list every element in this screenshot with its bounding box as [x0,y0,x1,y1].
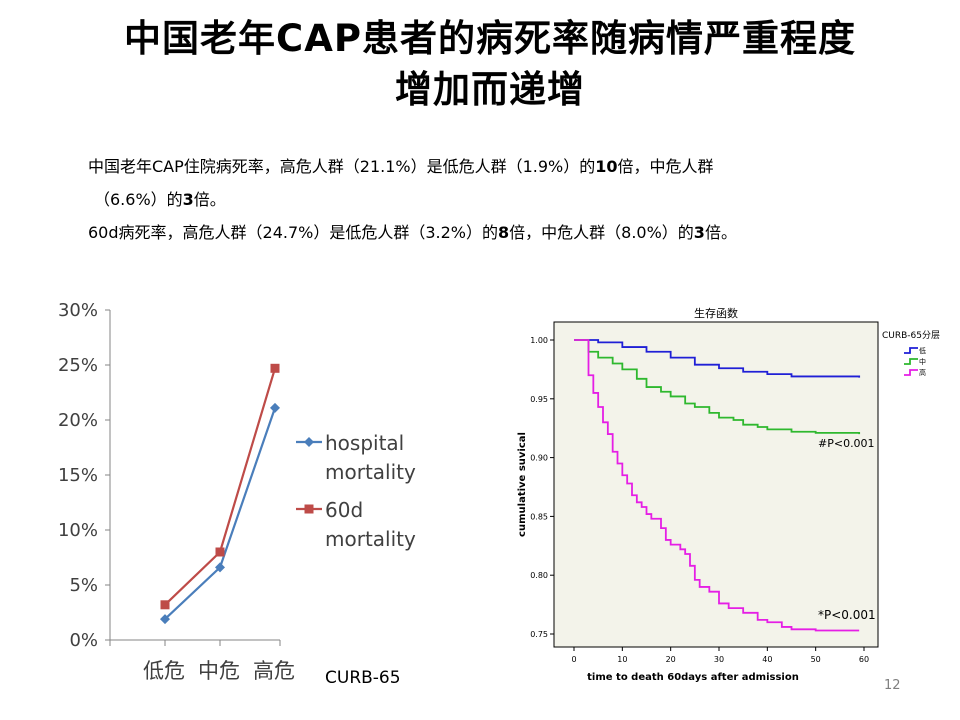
mortality-line-chart: 0% 5% 10% 15% 20% 25% 30% 低危 中危 高危 CURB-65 hospital… [58,300,416,688]
legend-title: CURB-65分层 [882,330,940,341]
legend-line [904,369,918,376]
y-tick-label: 0.95 [530,395,548,404]
survival-curve-high [574,339,860,632]
x-tick-label: 10 [617,655,627,664]
series-line-hospital [164,407,277,620]
annotation-high: *P<0.001 [818,608,876,622]
legend-marker [304,504,314,514]
slide-title-line2: 增加而递增 [395,68,585,111]
y-tick-label: 0.85 [530,512,548,521]
annotation-mid: #P<0.001 [818,437,875,450]
x-tick-label: 50 [811,655,821,664]
x-axis-title: time to death 60days after admission [587,672,799,683]
x-tick-label: 0 [571,655,576,664]
page-number: 12 [884,678,901,693]
y-tick-label: 25% [58,355,98,376]
data-point-marker [215,547,225,557]
y-axis-title: cumulative suvical [517,432,528,537]
x-tick-label: 40 [762,655,772,664]
survival-curve-chart: 生存函数 0.75 0.80 0.85 0.90 0.95 1.00 0 10 20 30 40 50 6… [512,300,952,692]
y-tick-label: 1.00 [530,336,548,345]
y-tick-label: 30% [58,300,98,321]
legend-line [904,347,918,354]
legend-label: 低 [919,346,926,355]
x-tick-label: 60 [859,655,869,664]
plot-area [553,321,879,648]
body-text: 中国老年CAP住院病死率，高危人群（21.1%）是低危人群（1.9%）的10倍，… [88,150,848,249]
x-category-label: 低危 [143,659,185,683]
legend-label: mortality [325,460,416,484]
x-category-label: 中危 [198,659,240,683]
y-tick-label: 0.80 [530,571,548,580]
legend-label: 高 [919,368,926,377]
data-point-marker [160,614,170,625]
y-tick-label: 0.90 [530,454,548,463]
y-tick-label: 15% [58,465,98,486]
y-tick-label: 10% [58,520,98,541]
y-tick-label: 0.75 [530,630,548,639]
x-tick-label: 30 [714,655,724,664]
y-tick-label: 20% [58,410,98,431]
legend-label: hospital [325,431,404,455]
y-tick-label: 5% [69,575,98,596]
paragraph-line-3: 60d病死率，高危人群（24.7%）是低危人群（3.2%）的8倍，中危人群（8.… [88,223,737,242]
data-point-marker [270,402,280,413]
x-tick-label: 20 [666,655,676,664]
legend-label: mortality [325,527,416,551]
paragraph-line-1: 中国老年CAP住院病死率，高危人群（21.1%）是低危人群（1.9%）的10倍，… [88,157,714,176]
chart-title: 生存函数 [694,306,738,320]
paragraph-line-2: （6.6%）的3倍。 [94,190,226,209]
x-axis-title: CURB-65 [325,668,401,688]
legend-label: 60d [325,498,363,522]
data-point-marker [215,562,225,573]
data-point-marker [160,600,170,610]
x-category-label: 高危 [253,659,295,683]
y-tick-label: 0% [69,630,98,651]
slide-title-line1: 中国老年CAP患者的病死率随病情严重程度 [124,17,856,60]
legend-label: 中 [919,357,926,366]
survival-curve-mid [574,339,861,435]
data-point-marker [270,363,280,373]
legend-marker [304,437,314,447]
legend-line [904,358,918,365]
survival-curve-low [574,339,861,378]
